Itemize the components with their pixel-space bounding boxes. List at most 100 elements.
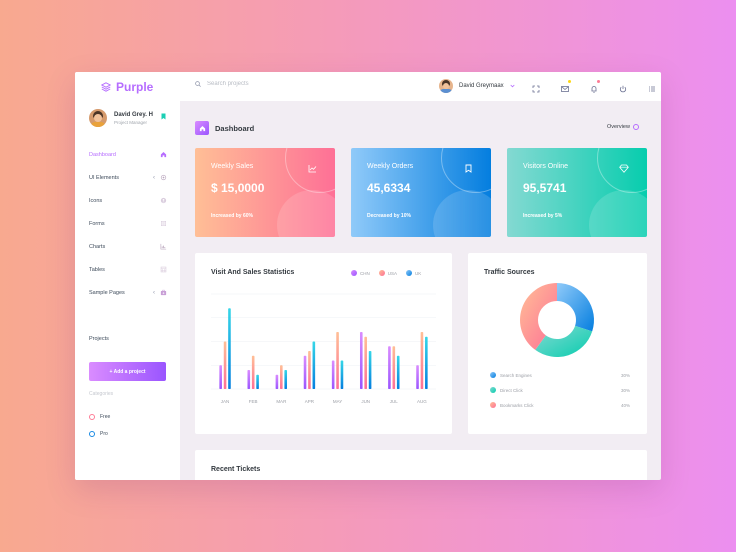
traffic-label: Search Engines: [500, 372, 532, 378]
bar-chn-feb: [247, 370, 251, 389]
legend-swatch: [406, 270, 413, 276]
chevron-down-icon: [510, 84, 515, 88]
diamond-icon: [619, 164, 629, 173]
brand-logo[interactable]: Purple: [101, 80, 153, 94]
traffic-value: 30%: [620, 387, 630, 393]
page-header: Dashboard: [195, 121, 254, 135]
bar-uk-aug: [425, 336, 428, 389]
bar-usa-feb: [251, 355, 255, 389]
top-icons: [531, 80, 657, 93]
contacts-icon: [160, 197, 167, 204]
chart-icon: [160, 243, 167, 250]
traffic-title: Traffic Sources: [484, 269, 535, 276]
app-window: Purple David Greymaax: [75, 72, 661, 480]
projects-label[interactable]: Projects: [89, 336, 109, 342]
user-menu[interactable]: David Greymaax: [439, 79, 515, 93]
bar-uk-jul: [396, 355, 400, 389]
donut-slice-bookmarks-click: [520, 283, 557, 350]
sidebar-item-sample-pages[interactable]: Sample Pages ‹: [89, 281, 167, 304]
stats-panel: Visit And Sales Statistics CHN USA UK JA…: [195, 253, 452, 434]
bar-usa-jul: [392, 346, 396, 389]
overview-label: Overview: [607, 124, 630, 130]
recent-tickets-panel: Recent Tickets: [195, 450, 647, 480]
bell-icon[interactable]: [589, 80, 600, 93]
bar-usa-apr: [308, 351, 311, 389]
fullscreen-icon[interactable]: [531, 81, 541, 93]
user-name: David Greymaax: [459, 83, 504, 89]
category-pro[interactable]: Pro: [89, 431, 108, 437]
card-value: 45,6334: [367, 181, 411, 195]
info-icon: [632, 124, 639, 130]
traffic-panel: Traffic Sources Search Engines 30% Direc…: [468, 253, 647, 434]
x-tick-label: JUN: [361, 399, 370, 404]
sidebar-item-label: Tables: [89, 266, 105, 273]
legend-item-uk: UK: [406, 270, 421, 276]
x-tick-label: MAR: [276, 399, 287, 404]
bar-usa-may: [336, 332, 339, 389]
bar-chn-may: [331, 360, 335, 389]
sidebar-item-label: Icons: [89, 197, 103, 204]
sidebar-item-icons[interactable]: Icons: [89, 189, 167, 212]
sidebar-item-label: UI Elements: [89, 174, 119, 181]
profile-name: David Grey. H: [114, 111, 153, 118]
sidebar-item-charts[interactable]: Charts: [89, 235, 167, 258]
overview-link[interactable]: Overview: [607, 124, 639, 130]
sidebar-item-ui-elements[interactable]: UI Elements ‹: [89, 166, 167, 189]
sidebar-item-tables[interactable]: Tables: [89, 258, 167, 281]
chart-line-icon: [308, 165, 317, 173]
sidebar: David Grey. H Project Manager Dashboard …: [75, 101, 180, 480]
avatar: [439, 79, 453, 93]
avatar: [89, 109, 107, 127]
page-title: Dashboard: [215, 123, 255, 133]
chevron-left-icon: ‹: [153, 289, 155, 296]
card-decoration: [277, 190, 335, 237]
layers-icon: [101, 82, 111, 92]
category-free[interactable]: Free: [89, 414, 110, 420]
bar-usa-jan: [223, 341, 227, 389]
category-dot-icon: [89, 431, 95, 437]
x-tick-label: FEB: [249, 399, 258, 404]
bar-chn-jun: [359, 332, 363, 389]
category-dot-icon: [89, 414, 95, 420]
card-title: Visitors Online: [523, 163, 569, 170]
traffic-label: Bookmarks Click: [500, 402, 534, 408]
bar-chn-mar: [275, 374, 279, 389]
sidebar-nav: Dashboard UI Elements ‹ Icons: [89, 143, 167, 304]
visit-sales-bar-chart: JAN FEB MAR APR MAY JUN JUL AUG: [211, 293, 436, 404]
chevron-left-icon: ‹: [153, 174, 155, 181]
home-icon: [195, 121, 209, 135]
weekly-sales-card: Weekly Sales $ 15,0000 Increased by 60%: [195, 148, 335, 237]
search-icon: [195, 81, 201, 87]
mail-icon[interactable]: [560, 80, 571, 92]
medical-bag-icon: [160, 289, 167, 296]
bar-uk-mar: [284, 370, 288, 389]
card-title: Weekly Orders: [367, 163, 414, 170]
bar-uk-apr: [312, 341, 316, 389]
sidebar-item-dashboard[interactable]: Dashboard: [89, 143, 167, 166]
donut-slice-search-engines: [557, 283, 594, 332]
menu-icon[interactable]: [647, 81, 657, 92]
sidebar-item-forms[interactable]: Forms: [89, 212, 167, 235]
bar-chn-jan: [219, 365, 222, 389]
table-icon: [160, 266, 167, 273]
search-input[interactable]: [207, 81, 327, 87]
x-tick-label: AUG: [417, 399, 427, 404]
bar-chn-apr: [303, 355, 307, 389]
traffic-swatch: [490, 387, 496, 393]
notification-badge: [597, 80, 600, 83]
legend-label: USA: [387, 270, 398, 276]
x-tick-label: JUL: [390, 399, 398, 404]
card-subtitle: Decreased by 10%: [367, 213, 411, 219]
legend-item-chn: CHN: [351, 270, 370, 276]
traffic-value: 40%: [620, 402, 630, 408]
card-value: 95,5741: [523, 181, 567, 195]
add-project-button[interactable]: + Add a project: [89, 362, 166, 381]
brand-name: Purple: [116, 80, 154, 94]
sidebar-profile[interactable]: David Grey. H Project Manager: [89, 109, 166, 127]
bar-chn-aug: [416, 365, 419, 389]
legend-swatch: [351, 270, 357, 276]
card-decoration: [433, 190, 491, 237]
visitors-online-card: Visitors Online 95,5741 Increased by 5%: [507, 148, 647, 237]
power-icon[interactable]: [618, 81, 628, 93]
sidebar-item-label: Dashboard: [89, 151, 116, 158]
